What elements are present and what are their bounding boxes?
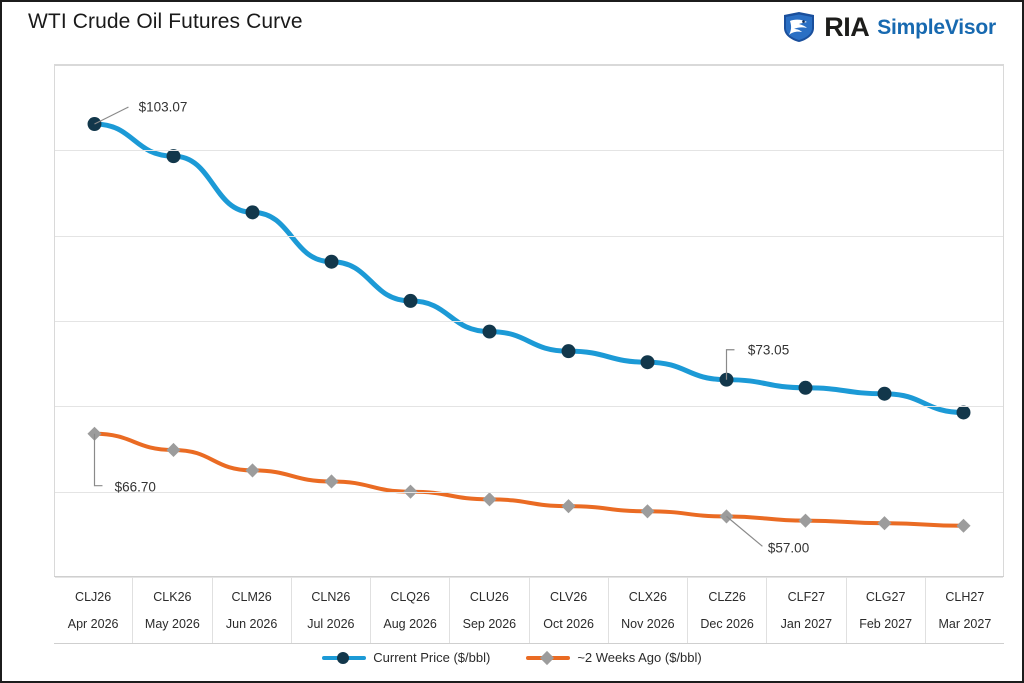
page-title: WTI Crude Oil Futures Curve bbox=[28, 10, 303, 33]
annotation-leader-line bbox=[725, 349, 735, 380]
gridline bbox=[55, 150, 1003, 151]
gridline bbox=[55, 65, 1003, 66]
brand-logo: RIA SimpleVisor bbox=[782, 12, 996, 42]
contract-month: Dec 2026 bbox=[700, 616, 754, 631]
data-point-marker[interactable] bbox=[245, 463, 260, 478]
data-point-marker[interactable] bbox=[403, 484, 418, 499]
contract-code: CLN26 bbox=[311, 589, 351, 604]
data-point-marker[interactable] bbox=[956, 518, 971, 533]
contract-month: Jun 2026 bbox=[225, 616, 278, 631]
x-axis-cell: CLV26 Oct 2026 bbox=[530, 577, 609, 643]
legend-swatch bbox=[526, 650, 571, 665]
x-axis-cell: CLZ26 Dec 2026 bbox=[688, 577, 768, 643]
data-point-marker[interactable] bbox=[877, 516, 892, 531]
legend-item-2[interactable]: ~2 Weeks Ago ($/bbl) bbox=[526, 650, 702, 665]
x-axis-cell: CLK26 May 2026 bbox=[133, 577, 213, 643]
contract-code: CLV26 bbox=[549, 589, 588, 604]
contract-code: CLF27 bbox=[787, 589, 826, 604]
legend-label: Current Price ($/bbl) bbox=[373, 650, 491, 665]
contract-code: CLH27 bbox=[945, 589, 985, 604]
contract-month: Feb 2027 bbox=[859, 616, 913, 631]
x-axis-cell: CLJ26 Apr 2026 bbox=[54, 577, 134, 643]
data-point-marker[interactable] bbox=[798, 380, 813, 395]
contract-code: CLQ26 bbox=[390, 589, 430, 604]
contract-month: Sep 2026 bbox=[462, 616, 517, 631]
data-point-marker[interactable] bbox=[482, 324, 497, 339]
data-point-marker[interactable] bbox=[561, 344, 576, 359]
data-label: $73.05 bbox=[747, 342, 790, 358]
data-point-marker[interactable] bbox=[245, 205, 260, 220]
contract-month: Nov 2026 bbox=[621, 616, 675, 631]
contract-month: Oct 2026 bbox=[543, 616, 594, 631]
annotation-leader-line bbox=[726, 515, 763, 547]
contract-month: Aug 2026 bbox=[383, 616, 437, 631]
contract-code: CLG27 bbox=[865, 589, 906, 604]
data-point-marker[interactable] bbox=[640, 355, 655, 370]
data-point-marker[interactable] bbox=[87, 117, 102, 132]
chart-canvas bbox=[87, 106, 971, 547]
contract-code: CLM26 bbox=[231, 589, 272, 604]
contract-code: CLJ26 bbox=[75, 589, 112, 604]
data-point-marker[interactable] bbox=[324, 254, 339, 269]
x-axis-cell: CLM26 Jun 2026 bbox=[213, 577, 292, 643]
legend-item-1[interactable]: Current Price ($/bbl) bbox=[322, 650, 490, 665]
x-axis-cell: CLU26 Sep 2026 bbox=[450, 577, 530, 643]
series-line-2 bbox=[92, 431, 966, 528]
contract-code: CLU26 bbox=[469, 589, 509, 604]
logo-ria-text: RIA bbox=[824, 11, 870, 42]
x-axis-labels: CLJ26 Apr 2026 CLK26 May 2026 CLM26 Jun 2026 C… bbox=[54, 576, 1004, 644]
contract-month: May 2026 bbox=[144, 616, 200, 631]
data-label: $103.07 bbox=[138, 99, 188, 115]
gridline bbox=[55, 321, 1003, 322]
x-axis-cell: CLG27 Feb 2027 bbox=[847, 577, 926, 643]
logo-simplevisor-text: SimpleVisor bbox=[877, 15, 996, 39]
data-point-marker[interactable] bbox=[877, 386, 892, 401]
chart-legend: Current Price ($/bbl) ~2 Weeks Ago ($/bbl… bbox=[2, 650, 1022, 665]
data-point-marker[interactable] bbox=[403, 293, 418, 308]
data-label: $57.00 bbox=[767, 540, 810, 556]
x-axis-cell: CLN26 Jul 2026 bbox=[292, 577, 371, 643]
annotation-leader-line bbox=[94, 106, 129, 125]
data-point-marker[interactable] bbox=[482, 492, 497, 507]
legend-label: ~2 Weeks Ago ($/bbl) bbox=[577, 650, 702, 665]
data-point-marker[interactable] bbox=[956, 405, 971, 420]
contract-month: Mar 2027 bbox=[938, 616, 992, 631]
contract-code: CLK26 bbox=[153, 589, 192, 604]
contract-month: Apr 2026 bbox=[67, 616, 119, 631]
data-point-marker[interactable] bbox=[324, 474, 339, 489]
gridline bbox=[55, 406, 1003, 407]
data-point-marker[interactable] bbox=[561, 499, 576, 514]
ria-eagle-icon bbox=[784, 12, 815, 42]
legend-swatch bbox=[322, 651, 367, 665]
plot-area: $110$100$90$80$70$60$50$103.07$73.05$66.… bbox=[54, 64, 1004, 578]
x-axis-cell: CLX26 Nov 2026 bbox=[609, 577, 688, 643]
gridline bbox=[55, 492, 1003, 493]
data-point-marker[interactable] bbox=[640, 504, 655, 519]
data-label: $66.70 bbox=[114, 479, 156, 495]
data-point-marker[interactable] bbox=[166, 442, 181, 458]
annotation-leader-line bbox=[93, 433, 103, 487]
x-axis-cell: CLH27 Mar 2027 bbox=[926, 577, 1004, 643]
gridline bbox=[55, 236, 1003, 237]
data-point-marker[interactable] bbox=[166, 149, 181, 164]
data-point-marker[interactable] bbox=[719, 509, 734, 524]
contract-code: CLX26 bbox=[628, 589, 667, 604]
contract-code: CLZ26 bbox=[708, 589, 746, 604]
contract-month: Jul 2026 bbox=[307, 616, 355, 631]
x-axis-cell: CLF27 Jan 2027 bbox=[767, 577, 847, 643]
x-axis-cell: CLQ26 Aug 2026 bbox=[371, 577, 451, 643]
series-line-1 bbox=[92, 121, 966, 415]
data-point-marker[interactable] bbox=[798, 513, 813, 528]
contract-month: Jan 2027 bbox=[780, 616, 833, 631]
